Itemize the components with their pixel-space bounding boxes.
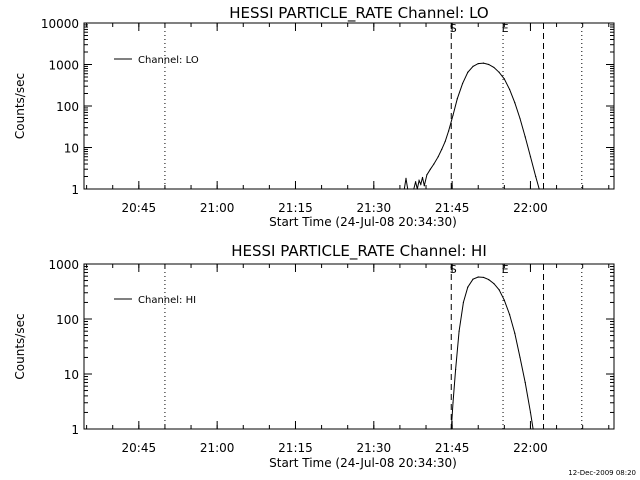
data-point	[467, 71, 469, 73]
x-tick-label: 21:00	[200, 201, 235, 215]
data-point	[477, 63, 479, 65]
data-point	[538, 188, 540, 190]
timestamp-stamp: 12-Dec-2009 08:20	[568, 469, 636, 477]
y-axis-label: Counts/sec	[13, 73, 27, 139]
x-tick-label: 21:45	[435, 201, 470, 215]
event-marker-label: E	[502, 22, 509, 35]
y-tick-label: 10	[64, 142, 79, 156]
data-point	[472, 65, 474, 67]
series-line	[450, 276, 534, 430]
data-point	[524, 381, 526, 384]
data-point	[441, 148, 443, 150]
data-point	[532, 428, 534, 430]
data-point	[498, 289, 500, 291]
legend-label: Channel: HI	[138, 295, 196, 306]
panel-lo-channel: HESSI PARTICLE_RATE Channel: LO 20:45 21:0…	[13, 4, 615, 229]
data-point	[420, 183, 422, 185]
x-tick-label: 21:15	[278, 201, 313, 215]
legend-label: Channel: LO	[138, 55, 199, 66]
data-point	[403, 188, 405, 190]
data-point	[519, 117, 521, 120]
data-point	[450, 428, 452, 430]
y-tick-label: 10	[64, 368, 79, 382]
data-point	[488, 279, 490, 281]
data-point	[535, 175, 537, 178]
x-axis-label: Start Time (24-Jul-08 20:34:30)	[269, 456, 457, 470]
data-point	[529, 156, 532, 158]
panel-hi-channel: HESSI PARTICLE_RATE Channel: HI 20:45 21:0…	[13, 242, 615, 470]
data-point	[467, 286, 469, 288]
data-point	[493, 66, 495, 69]
chart-title: HESSI PARTICLE_RATE Channel: HI	[231, 242, 487, 261]
data-point	[416, 188, 418, 190]
data-point	[508, 314, 511, 316]
data-point	[514, 332, 516, 334]
plot-frame	[83, 22, 615, 190]
data-point	[503, 78, 505, 80]
data-point	[482, 62, 485, 64]
data-point	[461, 82, 464, 85]
plot-frame	[83, 263, 615, 430]
data-point	[519, 356, 521, 359]
data-point	[458, 330, 460, 332]
data-point	[418, 179, 420, 182]
data-point	[456, 98, 458, 100]
data-point	[498, 71, 500, 73]
data-point	[462, 301, 465, 304]
data-point	[508, 88, 511, 91]
x-tick-label: 20:45	[122, 201, 157, 215]
x-tick-label: 21:30	[357, 441, 392, 455]
x-axis-label: Start Time (24-Jul-08 20:34:30)	[269, 215, 457, 229]
data-point	[407, 188, 409, 190]
y-tick-label: 1000	[48, 258, 79, 272]
data-point	[524, 136, 526, 138]
data-point	[405, 177, 407, 180]
x-tick-label: 22:00	[513, 441, 548, 455]
data-point	[452, 402, 454, 404]
x-tick-label: 21:30	[357, 201, 392, 215]
y-tick-label: 1	[71, 183, 79, 197]
data-point	[421, 176, 424, 179]
y-tick-label: 1000	[48, 59, 79, 73]
data-point	[477, 276, 479, 278]
x-tick-label: 21:00	[200, 441, 235, 455]
data-point	[488, 63, 490, 66]
x-tick-label: 21:15	[278, 441, 313, 455]
data-point	[426, 174, 428, 176]
x-tick-label: 22:00	[513, 201, 548, 215]
y-tick-label: 10000	[41, 17, 79, 31]
chart-title: HESSI PARTICLE_RATE Channel: LO	[229, 4, 488, 23]
data-point	[455, 369, 457, 371]
data-point	[448, 130, 450, 132]
series-line	[403, 62, 540, 190]
data-point	[514, 102, 516, 104]
data-point	[493, 283, 495, 285]
data-point	[529, 411, 532, 414]
event-marker-label: S	[450, 22, 457, 35]
y-axis-label: Counts/sec	[13, 313, 27, 379]
y-tick-label: 100	[56, 313, 79, 327]
event-marker-label: S	[450, 263, 457, 276]
x-tick-label: 20:45	[122, 441, 157, 455]
data-point	[444, 140, 446, 143]
x-tick-label: 21:45	[435, 441, 470, 455]
data-point	[503, 299, 505, 301]
data-point	[414, 181, 417, 183]
data-point	[413, 188, 415, 190]
y-tick-label: 1	[71, 423, 79, 437]
data-point	[452, 114, 454, 116]
data-point	[423, 185, 425, 187]
data-point	[472, 278, 474, 280]
data-point	[437, 156, 439, 158]
data-point	[433, 163, 435, 165]
event-marker-label: E	[502, 263, 509, 276]
data-point	[482, 276, 485, 279]
y-tick-label: 100	[56, 100, 79, 114]
data-point	[429, 168, 431, 170]
